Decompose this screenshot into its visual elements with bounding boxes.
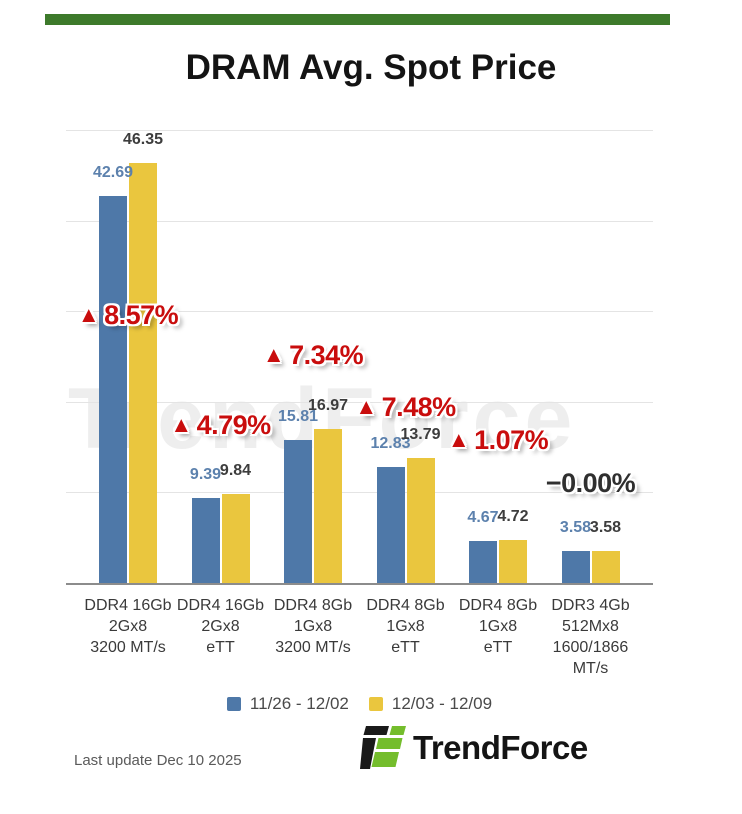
legend-swatch-icon xyxy=(368,697,383,711)
bar-value-label: 9.84 xyxy=(219,461,252,479)
trendforce-logo: TrendForce xyxy=(360,726,588,769)
bar-value-label: 46.35 xyxy=(122,131,164,149)
bar-series1-group5 xyxy=(469,540,497,583)
bar-series1-group2 xyxy=(191,497,220,583)
last-update-note: Last update Dec 10 2025 xyxy=(74,752,242,769)
bar-series2-group3 xyxy=(314,429,342,583)
bar-series1-group1 xyxy=(99,196,127,583)
change-label-group4: ▲ 7.48% xyxy=(355,392,456,422)
legend-label: 12/03 - 12/09 xyxy=(391,694,493,713)
trendforce-logo-text: TrendForce xyxy=(413,728,588,766)
bar-series2-group2 xyxy=(221,493,250,583)
change-label-group6: −0.00% xyxy=(545,468,636,498)
bar-value-label: 42.69 xyxy=(92,164,134,182)
bar-series2-group1 xyxy=(129,163,157,583)
x-tick-label-group1: DDR4 16Gb 2Gx8 3200 MT/s xyxy=(84,597,172,656)
x-axis-line xyxy=(66,583,653,585)
bar-series1-group4 xyxy=(376,466,405,583)
bar-value-label: 15.81 xyxy=(277,407,319,425)
gridline-40 xyxy=(66,220,653,222)
trendforce-logo-icon xyxy=(360,726,406,769)
bar-series2-group5 xyxy=(499,540,527,583)
x-tick-label-group5: DDR4 8Gb 1Gx8 eTT xyxy=(458,597,538,656)
x-tick-label-group2: DDR4 16Gb 2Gx8 eTT xyxy=(176,597,265,656)
change-label-group1: ▲ 8.57% xyxy=(77,300,179,330)
bar-value-label: 16.97 xyxy=(307,397,349,415)
change-label-group3: ▲ 7.34% xyxy=(262,340,364,370)
bar-value-label: 4.67 xyxy=(467,508,499,526)
bar-series1-group3 xyxy=(284,439,312,583)
page-title: DRAM Avg. Spot Price xyxy=(185,48,557,87)
change-label-group5: ▲ 1.07% xyxy=(447,425,549,455)
bar-series2-group6 xyxy=(591,550,620,583)
x-tick-label-group6: DDR3 4Gb 512Mx8 1600/1866 MT/s xyxy=(551,597,630,677)
legend-item-2: 12/03 - 12/09 xyxy=(368,694,493,714)
legend-swatch-icon xyxy=(226,697,241,711)
legend-item-1: 11/26 - 12/02 xyxy=(226,694,349,714)
up-triangle-icon: ▲ xyxy=(447,427,470,452)
bar-value-label: 12.83 xyxy=(370,434,411,452)
up-triangle-icon: ▲ xyxy=(170,412,192,437)
gridline-30 xyxy=(66,311,653,313)
bar-series1-group6 xyxy=(561,550,590,583)
x-tick-label-group3: DDR4 8Gb 1Gx8 3200 MT/s xyxy=(273,597,353,656)
up-triangle-icon: ▲ xyxy=(77,302,100,327)
gridline-50 xyxy=(66,130,653,131)
bar-value-label: 3.58 xyxy=(589,518,622,536)
up-triangle-icon: ▲ xyxy=(262,342,285,367)
change-label-group2: ▲ 4.79% xyxy=(170,410,271,440)
gridline-10 xyxy=(66,492,653,494)
x-tick-label-group4: DDR4 8Gb 1Gx8 eTT xyxy=(366,597,445,656)
up-triangle-icon: ▲ xyxy=(355,394,377,419)
gridline-20 xyxy=(66,401,653,403)
legend-label: 11/26 - 12/02 xyxy=(249,694,349,713)
bar-value-label: 3.58 xyxy=(559,518,592,536)
chart-legend: 11/26 - 12/02 12/03 - 12/09 xyxy=(66,694,653,714)
bar-series2-group4 xyxy=(406,458,435,583)
bar-value-label: 4.72 xyxy=(497,508,529,526)
top-accent-bar xyxy=(45,14,670,25)
bar-value-label: 9.39 xyxy=(189,465,222,483)
bar-value-label: 13.79 xyxy=(400,426,441,444)
